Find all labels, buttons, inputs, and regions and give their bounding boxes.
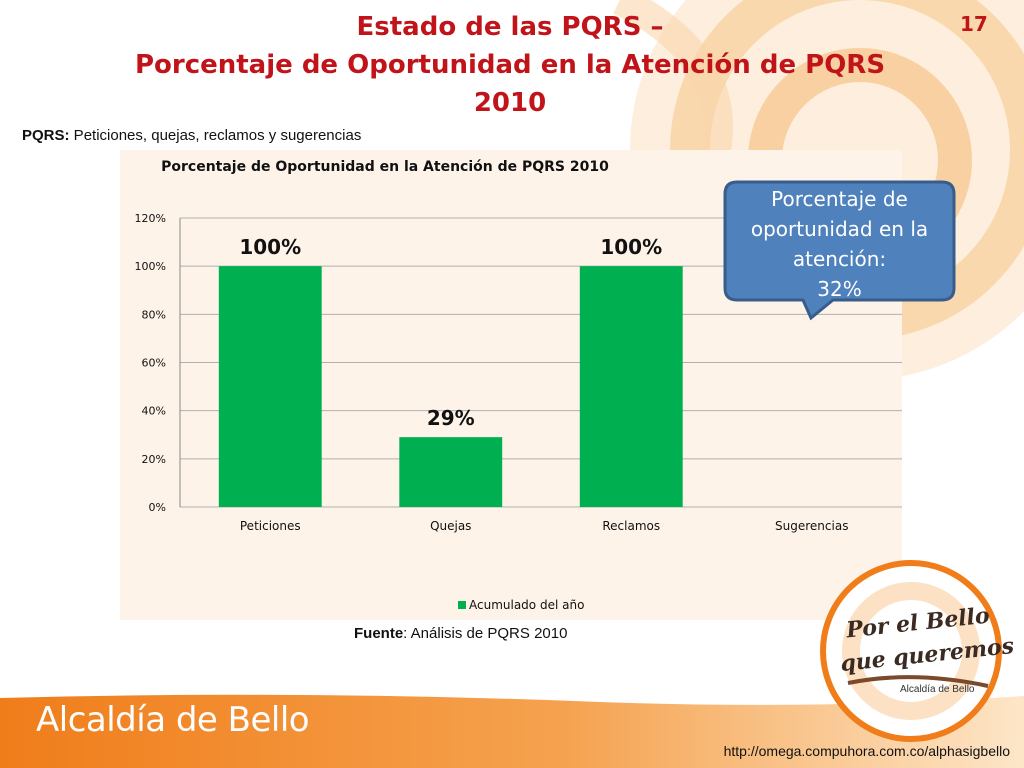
source-text: : Análisis de PQRS 2010 — [403, 625, 568, 642]
data-label: 100% — [239, 235, 301, 259]
bar-chart: Porcentaje de Oportunidad en la Atención… — [135, 159, 902, 612]
title-line-3: 2010 — [473, 88, 547, 118]
y-tick-label: 80% — [142, 308, 166, 321]
source-note: Fuente: Análisis de PQRS 2010 — [354, 625, 567, 642]
slide-number: 17 — [960, 12, 988, 36]
source-label: Fuente — [354, 625, 404, 642]
title-line-1: Estado de las PQRS – — [356, 12, 664, 42]
callout-line-1: Porcentaje de — [771, 187, 908, 211]
y-tick-label: 100% — [135, 260, 166, 273]
data-label: 29% — [427, 406, 475, 430]
x-tick-label: Peticiones — [240, 519, 301, 533]
callout-value: 32% — [817, 277, 862, 301]
campaign-logo: Por el Bello que queremos Alcaldía de Be… — [818, 558, 1015, 744]
y-tick-label: 40% — [142, 405, 166, 418]
bar-peticiones — [218, 266, 322, 507]
data-label: 100% — [600, 235, 662, 259]
callout-shape — [723, 180, 956, 321]
x-tick-label: Quejas — [430, 519, 471, 533]
y-tick-label: 0% — [149, 501, 166, 514]
pqrs-definition: PQRS: Peticiones, quejas, reclamos y sug… — [22, 127, 361, 144]
source-url[interactable]: http://omega.compuhora.com.co/alphasigbe… — [723, 743, 1010, 759]
logo-sub: Alcaldía de Bello — [900, 684, 975, 695]
callout-line-2: oportunidad en la — [750, 217, 929, 241]
slide-title: Estado de las PQRS – Porcentaje de Oport… — [100, 8, 920, 122]
x-tick-label: Sugerencias — [775, 519, 848, 533]
legend-label: Acumulado del año — [469, 598, 584, 612]
x-tick-label: Reclamos — [602, 519, 660, 533]
callout-bubble — [723, 180, 956, 321]
y-tick-label: 120% — [135, 212, 166, 225]
bar-reclamos — [579, 266, 683, 507]
pqrs-definition-term: PQRS: — [22, 127, 70, 144]
callout-line-3: atención: — [792, 247, 887, 271]
chart-panel: Porcentaje de Oportunidad en la Atención… — [120, 150, 902, 620]
footer-brand: Alcaldía de Bello — [36, 700, 310, 740]
title-line-2: Porcentaje de Oportunidad en la Atención… — [134, 50, 886, 80]
legend-swatch — [458, 601, 466, 609]
y-tick-label: 60% — [142, 357, 166, 370]
bar-quejas — [399, 437, 503, 507]
y-tick-label: 20% — [142, 453, 166, 466]
callout-text: Porcentaje de oportunidad en la atención… — [723, 184, 956, 304]
callout-box: Porcentaje de oportunidad en la atención… — [723, 180, 956, 321]
logo-ring — [820, 560, 1002, 742]
footer-bar — [0, 694, 1024, 768]
pqrs-definition-text: Peticiones, quejas, reclamos y sugerenci… — [69, 127, 362, 144]
chart-title: Porcentaje de Oportunidad en la Atención… — [161, 159, 609, 175]
